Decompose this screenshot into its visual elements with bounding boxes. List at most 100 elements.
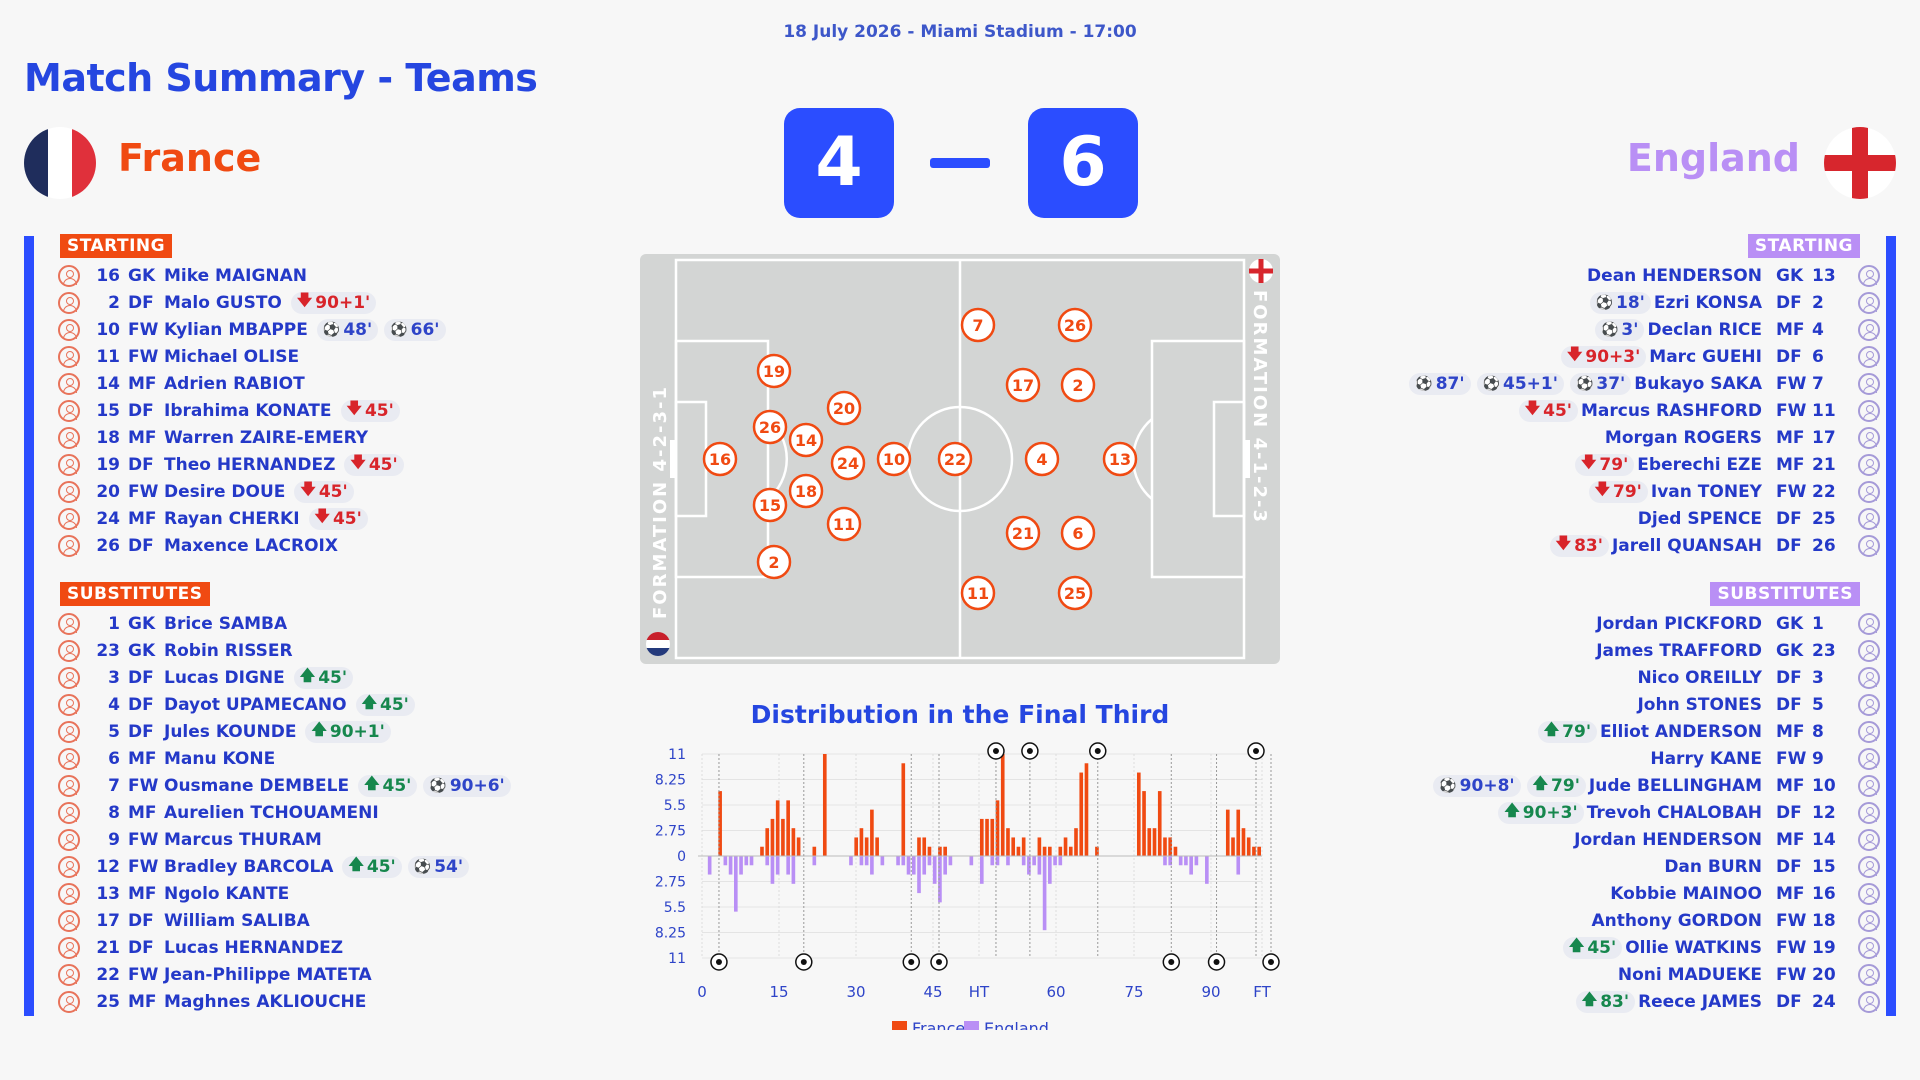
player-row[interactable]: 9 FW Marcus THURAM — [58, 826, 598, 853]
chart-title: Distribution in the Final Third — [750, 700, 1170, 729]
goal-badge: ⚽ 3' — [1594, 318, 1645, 341]
pitch-player-number: 11 — [833, 515, 855, 534]
player-row[interactable]: 8 MF Aurelien TCHOUAMENI — [58, 799, 598, 826]
player-row[interactable]: 12 FW Bradley BARCOLA 🡅 45' ⚽ 54' — [58, 853, 598, 880]
player-row[interactable]: 25 DF Djed SPENCE — [1340, 505, 1880, 532]
player-row[interactable]: 20 FW Desire DOUE 🡇 45' — [58, 478, 598, 505]
pitch-player-number: 2 — [768, 553, 779, 572]
player-number: 7 — [1812, 373, 1824, 394]
player-row[interactable]: 7 FW Bukayo SAKA ⚽ 37' ⚽ 45+1' ⚽ 87' — [1340, 370, 1880, 397]
player-row[interactable]: 25 MF Maghnes AKLIOUCHE — [58, 988, 598, 1015]
player-row[interactable]: 13 GK Dean HENDERSON — [1340, 262, 1880, 289]
player-row[interactable]: 17 MF Morgan ROGERS — [1340, 424, 1880, 451]
player-number: 25 — [96, 991, 120, 1012]
player-row[interactable]: 7 FW Ousmane DEMBELE 🡅 45' ⚽ 90+6' — [58, 772, 598, 799]
player-avatar-icon — [1858, 480, 1880, 503]
player-row[interactable]: 2 DF Malo GUSTO 🡇 90+1' — [58, 289, 598, 316]
player-row[interactable]: 3 DF Lucas DIGNE 🡅 45' — [58, 664, 598, 691]
player-row[interactable]: 16 MF Kobbie MAINOO — [1340, 880, 1880, 907]
player-row[interactable]: 11 FW Michael OLISE — [58, 343, 598, 370]
legend-label: England — [984, 1019, 1049, 1030]
player-avatar-icon — [1858, 801, 1880, 824]
player-row[interactable]: 15 DF Dan BURN — [1340, 853, 1880, 880]
home-pitch-player[interactable]: 24 — [830, 445, 866, 481]
player-row[interactable]: 13 MF Ngolo KANTE — [58, 880, 598, 907]
ball-icon-center — [1168, 959, 1175, 965]
player-row[interactable]: 6 MF Manu KONE — [58, 745, 598, 772]
home-pitch-player[interactable]: 16 — [702, 441, 738, 477]
away-pitch-player[interactable]: 6 — [1060, 515, 1096, 551]
player-row[interactable]: 16 GK Mike MAIGNAN — [58, 262, 598, 289]
england-bar — [765, 856, 770, 866]
player-row[interactable]: 17 DF William SALIBA — [58, 907, 598, 934]
away-pitch-player[interactable]: 22 — [937, 441, 973, 477]
ball-icon: ⚽ — [1595, 294, 1613, 311]
player-row[interactable]: 21 DF Lucas HERNANDEZ — [58, 934, 598, 961]
away-pitch-player[interactable]: 11 — [960, 575, 996, 611]
player-row[interactable]: 12 DF Trevoh CHALOBAH 🡅 90+3' — [1340, 799, 1880, 826]
sub-in-badge: 🡅 45' — [358, 774, 418, 797]
away-pitch-player[interactable]: 7 — [960, 307, 996, 343]
player-number: 26 — [96, 535, 120, 556]
home-pitch-player[interactable]: 20 — [826, 390, 862, 426]
player-row[interactable]: 9 FW Harry KANE — [1340, 745, 1880, 772]
away-pitch-player[interactable]: 21 — [1005, 515, 1041, 551]
player-row[interactable]: 19 FW Ollie WATKINS 🡅 45' — [1340, 934, 1880, 961]
player-row[interactable]: 10 FW Kylian MBAPPE ⚽ 48' ⚽ 66' — [58, 316, 598, 343]
france-bar — [718, 791, 722, 856]
player-row[interactable]: 4 MF Declan RICE ⚽ 3' — [1340, 316, 1880, 343]
player-row[interactable]: 21 MF Eberechi EZE 🡇 79' — [1340, 451, 1880, 478]
player-row[interactable]: 20 FW Noni MADUEKE — [1340, 961, 1880, 988]
player-row[interactable]: 18 FW Anthony GORDON — [1340, 907, 1880, 934]
player-row[interactable]: 6 DF Marc GUEHI 🡇 90+3' — [1340, 343, 1880, 370]
player-row[interactable]: 8 MF Elliot ANDERSON 🡅 79' — [1340, 718, 1880, 745]
player-row[interactable]: 15 DF Ibrahima KONATE 🡇 45' — [58, 397, 598, 424]
player-row[interactable]: 1 GK Brice SAMBA — [58, 610, 598, 637]
player-row[interactable]: 24 MF Rayan CHERKI 🡇 45' — [58, 505, 598, 532]
player-row[interactable]: 5 DF John STONES — [1340, 691, 1880, 718]
player-row[interactable]: 24 DF Reece JAMES 🡅 83' — [1340, 988, 1880, 1015]
away-pitch-player[interactable]: 4 — [1024, 441, 1060, 477]
player-row[interactable]: 22 FW Jean-Philippe MATETA — [58, 961, 598, 988]
player-row[interactable]: 3 DF Nico OREILLY — [1340, 664, 1880, 691]
player-row[interactable]: 2 DF Ezri KONSA ⚽ 18' — [1340, 289, 1880, 316]
player-row[interactable]: 26 DF Jarell QUANSAH 🡇 83' — [1340, 532, 1880, 559]
home-starting-label: STARTING — [60, 234, 173, 258]
england-bar — [1178, 856, 1183, 866]
france-bar — [859, 828, 864, 856]
player-row[interactable]: 26 DF Maxence LACROIX — [58, 532, 598, 559]
player-name: Kobbie MAINOO — [1610, 883, 1762, 904]
player-row[interactable]: 19 DF Theo HERNANDEZ 🡇 45' — [58, 451, 598, 478]
home-pitch-player[interactable]: 14 — [788, 422, 824, 458]
player-row[interactable]: 22 FW Ivan TONEY 🡇 79' — [1340, 478, 1880, 505]
away-pitch-player[interactable]: 13 — [1102, 441, 1138, 477]
home-pitch-player[interactable]: 26 — [752, 409, 788, 445]
home-pitch-player[interactable]: 10 — [876, 441, 912, 477]
event-time: 90+8' — [1459, 775, 1515, 796]
player-row[interactable]: 14 MF Jordan HENDERSON — [1340, 826, 1880, 853]
away-subs-list: 1 GK Jordan PICKFORD 23 GK James TRAFFORD 3 DF N… — [1340, 610, 1880, 1015]
player-row[interactable]: 4 DF Dayot UPAMECANO 🡅 45' — [58, 691, 598, 718]
player-name: Dayot UPAMECANO — [164, 694, 347, 715]
player-row[interactable]: 18 MF Warren ZAIRE-EMERY — [58, 424, 598, 451]
player-row[interactable]: 5 DF Jules KOUNDE 🡅 90+1' — [58, 718, 598, 745]
player-number: 6 — [108, 748, 120, 769]
arrow-down-icon: 🡇 — [296, 291, 313, 309]
player-row[interactable]: 23 GK James TRAFFORD — [1340, 637, 1880, 664]
home-pitch-player[interactable]: 18 — [788, 473, 824, 509]
away-pitch-player[interactable]: 25 — [1057, 575, 1093, 611]
home-pitch-player[interactable]: 11 — [826, 506, 862, 542]
player-row[interactable]: 1 GK Jordan PICKFORD — [1340, 610, 1880, 637]
home-pitch-player[interactable]: 19 — [756, 353, 792, 389]
player-row[interactable]: 23 GK Robin RISSER — [58, 637, 598, 664]
player-row[interactable]: 11 FW Marcus RASHFORD 🡇 45' — [1340, 397, 1880, 424]
away-pitch-player[interactable]: 26 — [1057, 307, 1093, 343]
home-pitch-player[interactable]: 2 — [756, 544, 792, 580]
away-pitch-player[interactable]: 2 — [1060, 367, 1096, 403]
player-row[interactable]: 14 MF Adrien RABIOT — [58, 370, 598, 397]
home-pitch-player[interactable]: 15 — [752, 487, 788, 523]
player-row[interactable]: 10 MF Jude BELLINGHAM 🡅 79' ⚽ 90+8' — [1340, 772, 1880, 799]
away-pitch-player[interactable]: 17 — [1005, 367, 1041, 403]
france-bar — [1241, 828, 1246, 856]
player-position: DF — [128, 694, 154, 715]
